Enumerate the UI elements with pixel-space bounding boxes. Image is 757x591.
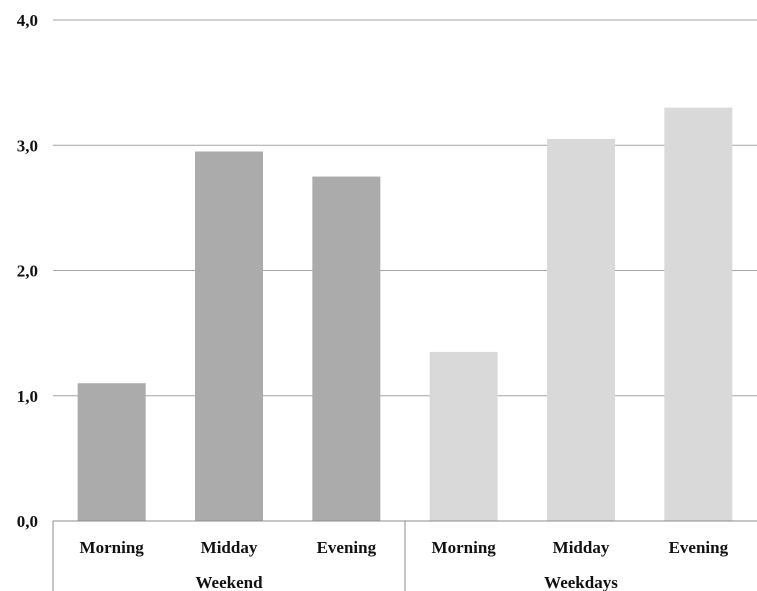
x-category-label: Evening	[669, 538, 729, 557]
x-axis-labels: Morning Midday Evening Weekend Morning Midday…	[80, 538, 729, 591]
bar-weekend-midday	[195, 151, 263, 521]
bar-weekdays-evening	[664, 107, 733, 522]
x-group-label: Weekend	[195, 573, 263, 591]
x-category-label: Evening	[317, 538, 377, 557]
y-axis-labels: 0,0 1,0 2,0 3,0 4,0	[17, 11, 38, 531]
y-tick-label: 1,0	[17, 387, 38, 406]
x-category-label: Midday	[553, 538, 610, 557]
bar-weekend-evening	[312, 176, 381, 521]
bar-weekdays-morning	[429, 351, 498, 521]
y-tick-label: 0,0	[17, 512, 38, 531]
y-tick-label: 3,0	[17, 136, 38, 155]
bar-weekdays-midday	[547, 138, 615, 522]
x-axis	[52, 520, 757, 591]
x-group-label: Weekdays	[544, 573, 618, 591]
x-category-label: Morning	[80, 538, 145, 557]
bar-weekend-morning	[77, 383, 146, 521]
bars	[77, 107, 733, 522]
y-tick-label: 2,0	[17, 262, 38, 281]
gridlines	[53, 19, 757, 397]
y-tick-label: 4,0	[17, 11, 38, 30]
x-category-label: Morning	[432, 538, 497, 557]
x-category-label: Midday	[201, 538, 258, 557]
